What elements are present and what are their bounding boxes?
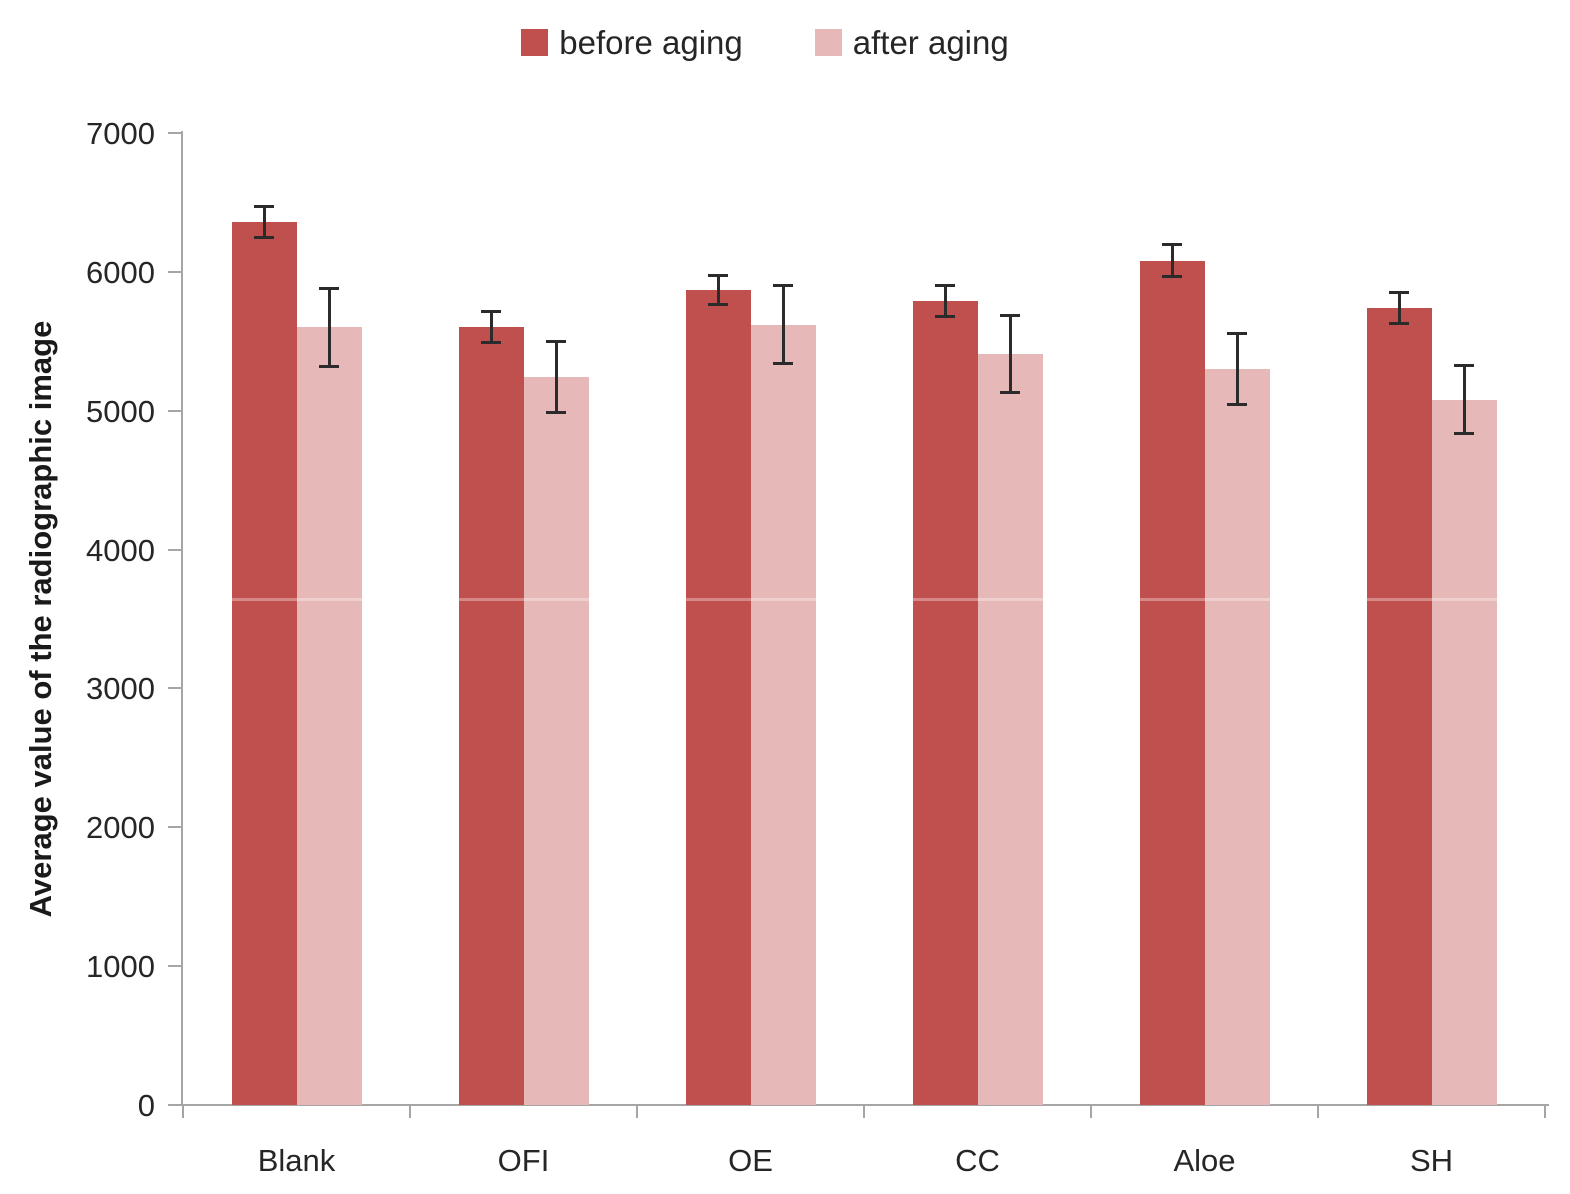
- error-bar-whisker-after-aging-cc: [1008, 314, 1012, 393]
- legend-swatch-before-aging: [521, 29, 549, 56]
- x-tick-mark-4: [1090, 1105, 1092, 1118]
- y-axis-line: [181, 131, 183, 1105]
- bar-after-aging-cc: [977, 353, 1043, 1105]
- error-bar-cap-top-before-aging-cc: [935, 284, 955, 288]
- x-tick-label-aloe: Aloe: [1173, 1143, 1236, 1178]
- y-tick-mark-4000: [168, 548, 183, 551]
- y-tick-label-6000: 6000: [86, 254, 155, 290]
- error-bar-cap-bottom-before-aging-blank: [254, 235, 274, 239]
- bar-before-aging-cc: [912, 301, 978, 1105]
- error-bar-whisker-before-aging-blank: [262, 205, 266, 238]
- error-bar-whisker-before-aging-aloe: [1170, 244, 1174, 278]
- x-tick-mark-2: [636, 1105, 638, 1118]
- x-tick-mark-6: [1544, 1105, 1546, 1118]
- error-bar-cap-bottom-after-aging-aloe: [1227, 403, 1247, 407]
- error-bar-cap-top-after-aging-blank: [319, 286, 339, 290]
- bar-after-aging-aloe: [1204, 369, 1270, 1105]
- x-tick-label-oe: OE: [728, 1143, 773, 1178]
- error-bar-cap-bottom-before-aging-ofi: [481, 341, 501, 345]
- error-bar-whisker-after-aging-ofi: [554, 341, 558, 414]
- bar-after-aging-oe: [750, 324, 816, 1105]
- y-tick-label-3000: 3000: [86, 671, 155, 707]
- x-tick-label-ofi: OFI: [497, 1143, 550, 1178]
- error-bar-cap-top-after-aging-cc: [1000, 313, 1020, 317]
- stitch-seam: [183, 598, 1545, 601]
- error-bar-cap-top-before-aging-sh: [1389, 290, 1409, 294]
- bar-after-aging-ofi: [523, 377, 589, 1105]
- y-tick-label-0: 0: [137, 1088, 155, 1123]
- x-tick-mark-1: [409, 1105, 411, 1118]
- error-bar-cap-bottom-after-aging-sh: [1454, 432, 1474, 436]
- legend-label-before-aging: before aging: [559, 24, 743, 61]
- y-tick-mark-1000: [168, 965, 183, 968]
- error-bar-cap-top-after-aging-oe: [773, 284, 793, 288]
- error-bar-whisker-before-aging-cc: [943, 285, 947, 317]
- error-bar-cap-top-after-aging-sh: [1454, 363, 1474, 367]
- y-tick-label-5000: 5000: [86, 393, 155, 429]
- x-tick-mark-5: [1317, 1105, 1319, 1118]
- y-tick-mark-5000: [168, 409, 183, 412]
- error-bar-cap-bottom-before-aging-sh: [1389, 321, 1409, 325]
- bar-before-aging-sh: [1366, 307, 1432, 1105]
- error-bar-cap-bottom-before-aging-cc: [935, 314, 955, 318]
- y-tick-mark-7000: [168, 132, 183, 134]
- error-bar-cap-bottom-after-aging-cc: [1000, 390, 1020, 394]
- y-tick-mark-3000: [168, 687, 183, 690]
- error-bar-cap-top-before-aging-oe: [708, 273, 728, 277]
- error-bar-whisker-after-aging-blank: [327, 287, 331, 367]
- legend-swatch-after-aging: [814, 29, 842, 56]
- legend-item-after-aging: after aging: [814, 24, 1009, 61]
- y-tick-mark-2000: [168, 826, 183, 829]
- x-tick-label-blank: Blank: [257, 1143, 336, 1178]
- x-tick-label-sh: SH: [1409, 1143, 1454, 1178]
- bar-after-aging-sh: [1431, 399, 1497, 1105]
- error-bar-cap-bottom-after-aging-oe: [773, 362, 793, 366]
- error-bar-cap-top-before-aging-blank: [254, 204, 274, 208]
- error-bar-cap-bottom-after-aging-blank: [319, 364, 339, 368]
- bar-before-aging-aloe: [1139, 260, 1205, 1105]
- error-bar-cap-top-before-aging-ofi: [481, 310, 501, 314]
- y-tick-mark-0: [168, 1104, 183, 1106]
- error-bar-whisker-before-aging-sh: [1397, 291, 1401, 324]
- y-tick-label-4000: 4000: [86, 532, 155, 568]
- bar-after-aging-blank: [296, 327, 362, 1105]
- chart-legend: before aging after aging: [0, 26, 1530, 59]
- bar-before-aging-oe: [685, 289, 751, 1105]
- legend-label-after-aging: after aging: [852, 24, 1009, 61]
- legend-item-before-aging: before aging: [521, 24, 743, 61]
- error-bar-cap-bottom-before-aging-aloe: [1162, 275, 1182, 279]
- error-bar-whisker-after-aging-sh: [1462, 364, 1466, 435]
- error-bar-cap-bottom-after-aging-ofi: [546, 411, 566, 415]
- y-tick-label-2000: 2000: [86, 810, 155, 846]
- x-tick-mark-0: [182, 1105, 184, 1118]
- bar-before-aging-ofi: [458, 327, 524, 1105]
- error-bar-cap-top-before-aging-aloe: [1162, 243, 1182, 247]
- bar-before-aging-blank: [231, 221, 297, 1105]
- y-tick-mark-6000: [168, 270, 183, 273]
- y-tick-label-7000: 7000: [86, 116, 155, 151]
- y-tick-label-1000: 1000: [86, 949, 155, 985]
- error-bar-whisker-after-aging-oe: [781, 285, 785, 365]
- error-bar-whisker-after-aging-aloe: [1235, 332, 1239, 406]
- x-tick-mark-3: [863, 1105, 865, 1118]
- error-bar-whisker-before-aging-oe: [716, 274, 720, 306]
- error-bar-whisker-before-aging-ofi: [489, 311, 493, 344]
- error-bar-cap-bottom-before-aging-oe: [708, 303, 728, 307]
- error-bar-cap-top-after-aging-aloe: [1227, 331, 1247, 335]
- error-bar-cap-top-after-aging-ofi: [546, 340, 566, 344]
- x-tick-label-cc: CC: [955, 1143, 1000, 1178]
